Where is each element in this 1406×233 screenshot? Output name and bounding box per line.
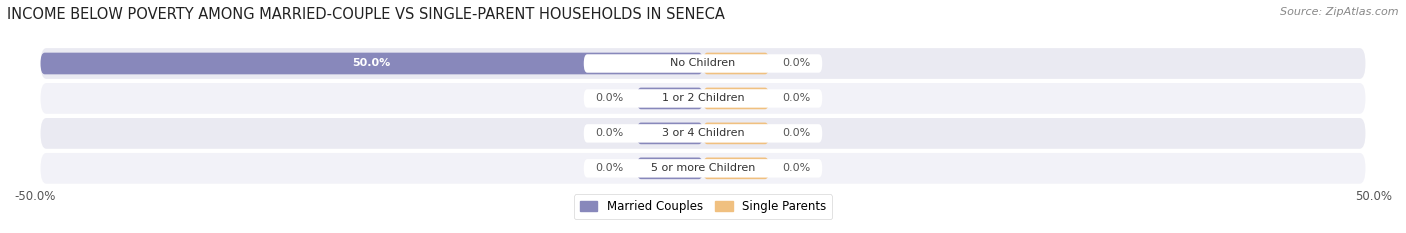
FancyBboxPatch shape — [41, 83, 1365, 114]
Text: INCOME BELOW POVERTY AMONG MARRIED-COUPLE VS SINGLE-PARENT HOUSEHOLDS IN SENECA: INCOME BELOW POVERTY AMONG MARRIED-COUPL… — [7, 7, 725, 22]
Text: 5 or more Children: 5 or more Children — [651, 163, 755, 173]
FancyBboxPatch shape — [637, 88, 703, 109]
Text: -50.0%: -50.0% — [14, 190, 55, 203]
FancyBboxPatch shape — [703, 158, 769, 179]
FancyBboxPatch shape — [41, 48, 1365, 79]
FancyBboxPatch shape — [703, 88, 769, 109]
FancyBboxPatch shape — [41, 118, 1365, 149]
FancyBboxPatch shape — [41, 153, 1365, 184]
Text: 0.0%: 0.0% — [595, 93, 623, 103]
FancyBboxPatch shape — [583, 124, 823, 143]
FancyBboxPatch shape — [637, 158, 703, 179]
Legend: Married Couples, Single Parents: Married Couples, Single Parents — [574, 194, 832, 219]
Text: 3 or 4 Children: 3 or 4 Children — [662, 128, 744, 138]
FancyBboxPatch shape — [703, 123, 769, 144]
Text: 0.0%: 0.0% — [595, 163, 623, 173]
Text: 0.0%: 0.0% — [783, 128, 811, 138]
Text: 50.0%: 50.0% — [353, 58, 391, 69]
Text: 0.0%: 0.0% — [783, 58, 811, 69]
FancyBboxPatch shape — [703, 53, 769, 74]
Text: 0.0%: 0.0% — [783, 163, 811, 173]
FancyBboxPatch shape — [637, 123, 703, 144]
Text: 0.0%: 0.0% — [783, 93, 811, 103]
Text: 50.0%: 50.0% — [1355, 190, 1392, 203]
Text: No Children: No Children — [671, 58, 735, 69]
Text: 1 or 2 Children: 1 or 2 Children — [662, 93, 744, 103]
Text: 0.0%: 0.0% — [595, 128, 623, 138]
FancyBboxPatch shape — [583, 159, 823, 178]
FancyBboxPatch shape — [41, 53, 703, 74]
FancyBboxPatch shape — [583, 54, 823, 73]
Text: Source: ZipAtlas.com: Source: ZipAtlas.com — [1281, 7, 1399, 17]
FancyBboxPatch shape — [583, 89, 823, 108]
